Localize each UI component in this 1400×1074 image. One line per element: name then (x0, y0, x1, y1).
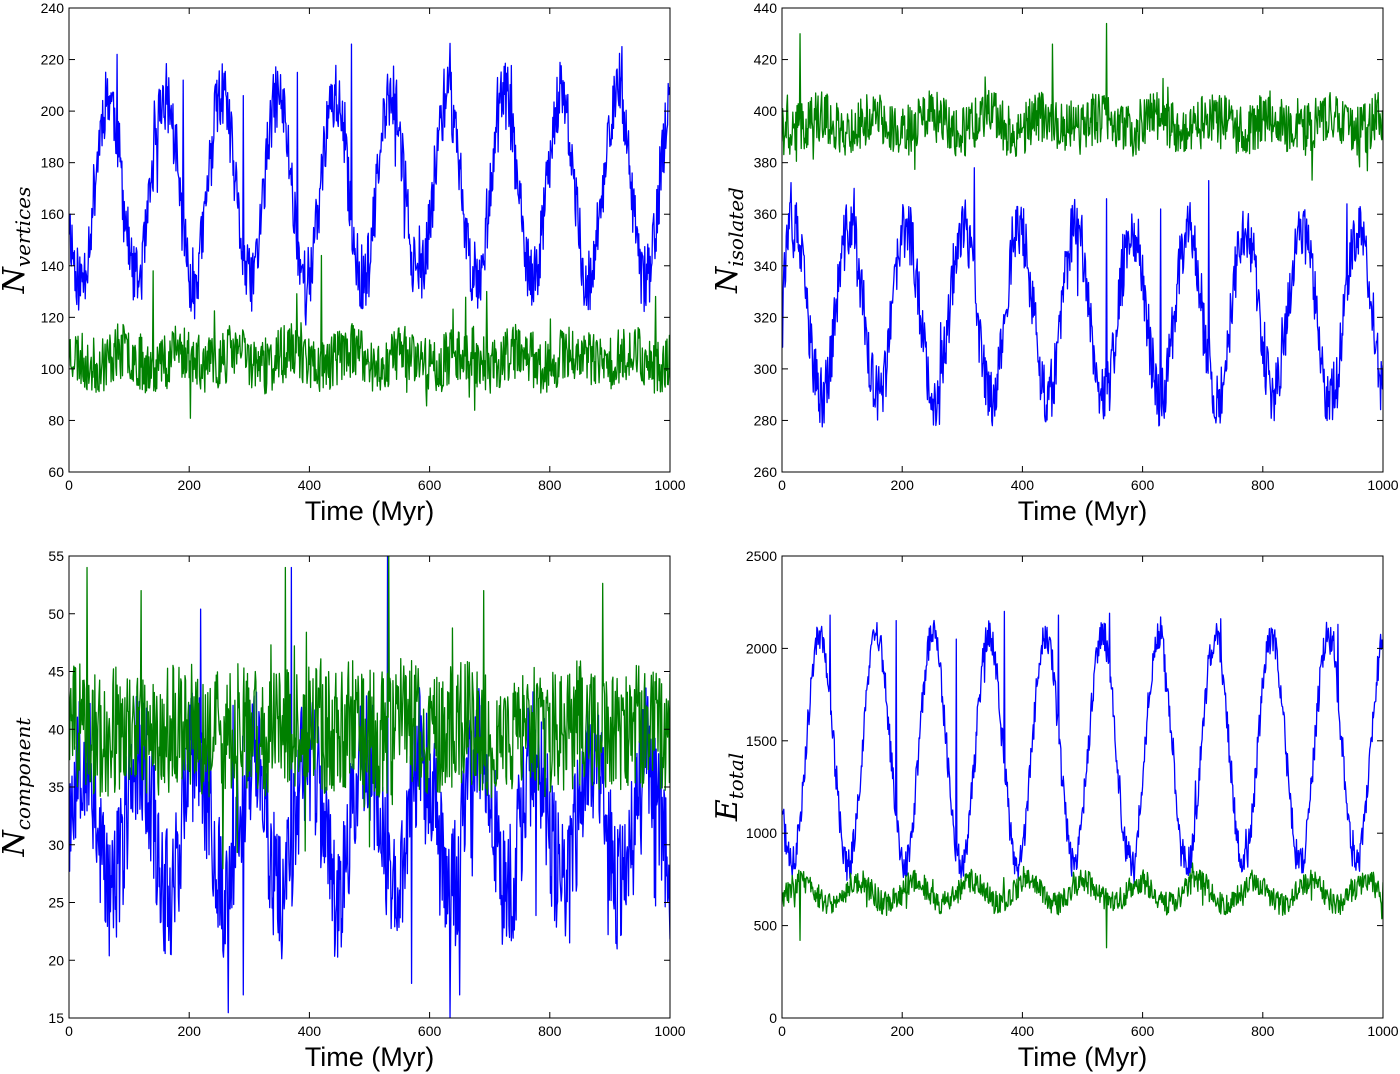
x-axis-label: Time (Myr) (1018, 496, 1147, 526)
axes-frame (781, 7, 1384, 473)
y-tick-label: 220 (41, 52, 65, 68)
series-line-green (782, 22, 1383, 181)
x-tick-label: 400 (298, 1023, 322, 1039)
x-tick-label: 0 (65, 477, 73, 493)
y-axis-label: Ncomponent (0, 717, 35, 858)
x-tick-label: 200 (178, 477, 202, 493)
y-tick-label: 180 (41, 155, 65, 171)
y-tick-label: 280 (754, 412, 778, 428)
y-tick-label: 45 (48, 664, 64, 680)
y-tick-label: 80 (48, 412, 64, 428)
y-tick-label: 320 (754, 309, 778, 325)
y-tick-label: 200 (41, 103, 65, 119)
y-tick-label: 55 (48, 548, 64, 564)
y-tick-label: 500 (754, 918, 778, 934)
y-tick-label: 440 (754, 0, 778, 16)
y-tick-label: 160 (41, 206, 65, 222)
y-tick-label: 2000 (746, 640, 777, 656)
y-tick-label: 30 (48, 837, 64, 853)
y-tick-label: 40 (48, 721, 64, 737)
y-tick-label: 140 (41, 258, 65, 274)
axes-frame (68, 7, 671, 473)
series-line-green (69, 254, 670, 419)
y-tick-label: 50 (48, 606, 64, 622)
y-axis-label: Etotal (710, 753, 748, 822)
x-tick-label: 800 (1251, 1023, 1275, 1039)
x-tick-label: 800 (538, 1023, 562, 1039)
y-axis-label: Nvertices (0, 187, 35, 295)
y-tick-label: 60 (48, 464, 64, 480)
y-tick-label: 15 (48, 1010, 64, 1026)
x-tick-label: 0 (65, 1023, 73, 1039)
series-line-blue (782, 167, 1383, 428)
y-tick-label: 360 (754, 206, 778, 222)
x-tick-label: 1000 (654, 1023, 685, 1039)
x-axis-label: Time (Myr) (1018, 1042, 1147, 1072)
series-line-green (69, 556, 670, 870)
y-tick-label: 300 (754, 361, 778, 377)
x-tick-label: 1000 (654, 477, 685, 493)
y-tick-label: 260 (754, 464, 778, 480)
y-tick-label: 400 (754, 103, 778, 119)
x-tick-label: 1000 (1367, 477, 1398, 493)
series-line-blue (69, 42, 670, 326)
x-tick-label: 200 (891, 477, 915, 493)
chart-isolated: 0 200 400 600 800 1000 260 280 300 320 340 360 380 40… (710, 0, 1399, 526)
x-tick-label: 600 (418, 477, 442, 493)
y-tick-label: 35 (48, 779, 64, 795)
x-tick-label: 0 (778, 1023, 786, 1039)
chart-component: 0 200 400 600 800 1000 15 20 25 30 35 40 45 50 55 Time … (0, 548, 686, 1072)
y-tick-label: 340 (754, 258, 778, 274)
y-tick-label: 1500 (746, 733, 777, 749)
x-tick-label: 0 (778, 477, 786, 493)
x-tick-label: 600 (1131, 477, 1155, 493)
x-tick-label: 400 (298, 477, 322, 493)
x-tick-label: 400 (1011, 1023, 1035, 1039)
y-tick-label: 420 (754, 52, 778, 68)
x-tick-label: 800 (1251, 477, 1275, 493)
x-tick-label: 200 (891, 1023, 915, 1039)
y-tick-label: 100 (41, 361, 65, 377)
x-axis-label: Time (Myr) (305, 1042, 434, 1072)
y-tick-label: 25 (48, 895, 64, 911)
axes-frame (781, 555, 1384, 1019)
x-tick-label: 400 (1011, 477, 1035, 493)
y-axis-label: Nisolated (710, 187, 748, 294)
y-tick-label: 1000 (746, 825, 777, 841)
x-tick-label: 800 (538, 477, 562, 493)
y-tick-label: 0 (769, 1010, 777, 1026)
y-tick-label: 240 (41, 0, 65, 16)
series-line-green (782, 862, 1383, 949)
y-tick-label: 20 (48, 952, 64, 968)
chart-total-edges: 0 200 400 600 800 1000 0 500 1000 1500 2000 2500 Tim… (710, 548, 1399, 1072)
x-tick-label: 200 (178, 1023, 202, 1039)
chart-vertices: 0 200 400 600 800 1000 60 80 100 120 140 160 180 200 2… (0, 0, 686, 526)
x-axis-label: Time (Myr) (305, 496, 434, 526)
y-tick-label: 120 (41, 309, 65, 325)
x-tick-label: 600 (418, 1023, 442, 1039)
y-tick-label: 2500 (746, 548, 777, 564)
x-tick-label: 600 (1131, 1023, 1155, 1039)
series-line-blue (782, 610, 1383, 885)
y-tick-label: 380 (754, 155, 778, 171)
x-tick-label: 1000 (1367, 1023, 1398, 1039)
